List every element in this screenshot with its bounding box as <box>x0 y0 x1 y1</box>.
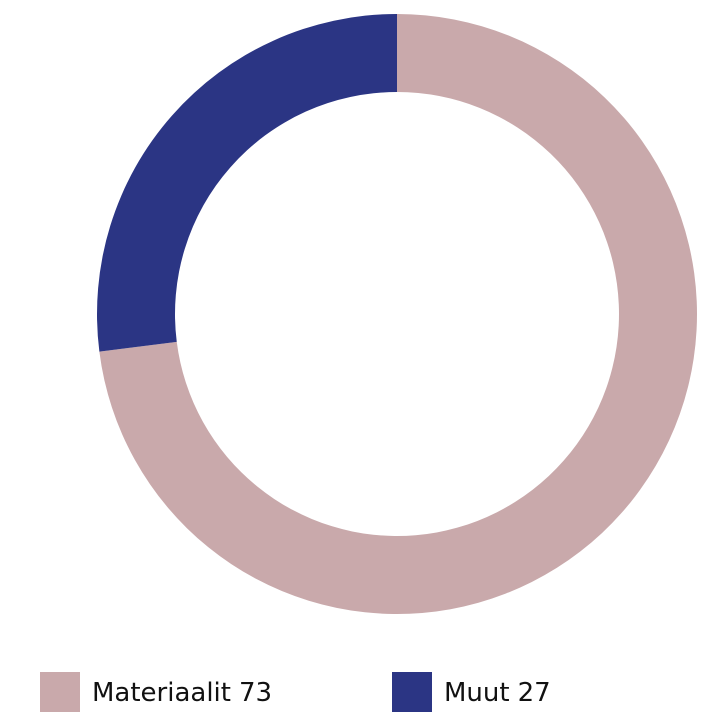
legend-value: 73 <box>239 678 272 708</box>
legend-value: 27 <box>518 678 551 708</box>
legend-name: Muut <box>444 678 510 708</box>
slice <box>97 14 397 352</box>
legend-label: Materiaalit 73 <box>92 678 272 708</box>
legend-name: Materiaalit <box>92 678 231 708</box>
legend-swatch <box>40 672 80 712</box>
legend-label: Muut 27 <box>444 678 551 708</box>
legend-swatch <box>392 672 432 712</box>
